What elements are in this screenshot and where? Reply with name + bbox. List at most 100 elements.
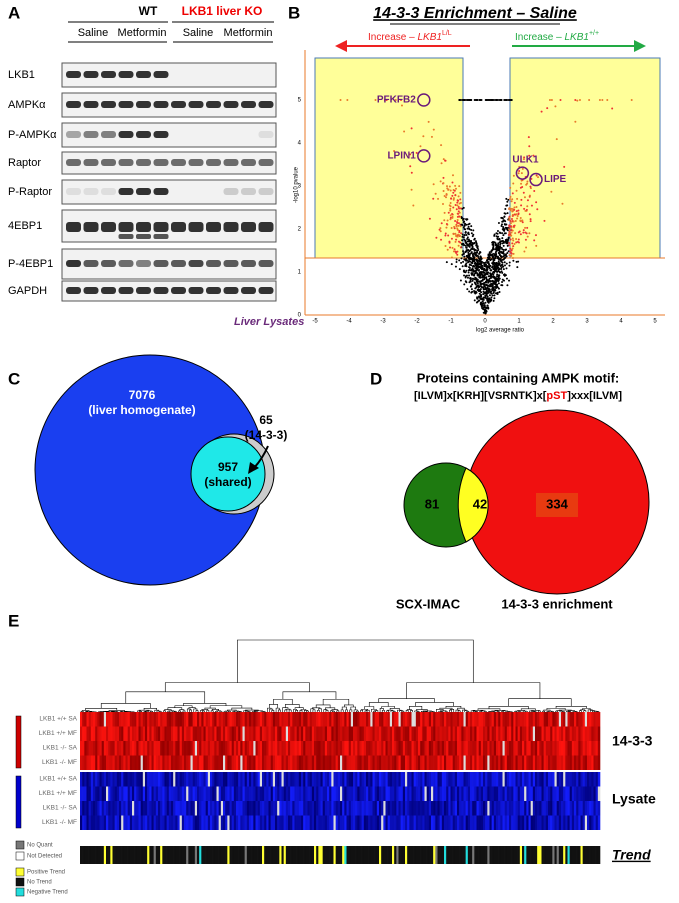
heat-cell (381, 755, 384, 770)
point (468, 222, 471, 225)
point (526, 199, 529, 202)
heat-cell (457, 755, 460, 770)
point (502, 268, 505, 271)
trend-cell (348, 846, 352, 864)
heat-cell (181, 726, 185, 741)
trend-cell (268, 846, 271, 864)
heat-cell (567, 815, 570, 830)
point (517, 172, 520, 175)
point (497, 276, 500, 279)
heat-cell (567, 786, 570, 801)
trend-cell (158, 846, 161, 864)
heat-cell (452, 741, 456, 756)
heat-cell (435, 801, 438, 816)
heat-cell (212, 741, 215, 756)
heat-cell (552, 815, 555, 830)
heat-cell (459, 801, 462, 816)
heat-cell (558, 801, 562, 816)
heat-cell (407, 741, 410, 756)
dendrogram-branch (587, 709, 593, 712)
trend-cell (116, 846, 120, 864)
heat-cell (236, 755, 239, 770)
heat-cell (108, 786, 111, 801)
point (522, 231, 525, 234)
heat-cell (532, 755, 536, 770)
heat-cell (411, 815, 414, 830)
point (474, 240, 477, 243)
point (458, 259, 461, 262)
heat-cell (242, 712, 245, 727)
heat-cell (114, 801, 118, 816)
dendrogram-branch (567, 710, 575, 712)
heat-cell (266, 772, 269, 787)
heat-cell (179, 741, 183, 756)
heat-cell (487, 772, 490, 787)
heat-cell (184, 786, 187, 801)
venn-circle (190, 436, 266, 512)
heat-cell (320, 815, 323, 830)
heat-cell (158, 755, 161, 770)
trend-cell (162, 846, 165, 864)
heat-cell (188, 815, 191, 830)
heat-cell (270, 712, 274, 727)
heat-cell (424, 712, 427, 727)
heat-cell (379, 726, 382, 741)
trend-cell (114, 846, 118, 864)
point (517, 238, 520, 241)
heat-cell (101, 712, 105, 727)
heat-cell (489, 772, 492, 787)
heat-cell (528, 786, 531, 801)
heat-cell (420, 712, 423, 727)
heat-cell (99, 726, 102, 741)
heat-cell (203, 726, 206, 741)
point (469, 278, 472, 281)
band (66, 188, 81, 195)
dendrogram-branch (479, 710, 483, 712)
trend-cell (84, 846, 87, 864)
point (462, 252, 465, 255)
heat-cell (307, 741, 310, 756)
dendrogram-branch (154, 709, 159, 712)
heat-cell (171, 815, 174, 830)
heat-cell (587, 815, 590, 830)
point (449, 216, 452, 219)
point (485, 309, 488, 312)
heat-cell (353, 712, 356, 727)
point (475, 279, 478, 282)
heat-cell (392, 801, 395, 816)
point (482, 286, 485, 289)
heat-cell (216, 726, 219, 741)
dendrogram-branch (470, 710, 476, 712)
heat-cell (548, 741, 551, 756)
heat-cell (474, 712, 477, 727)
point (492, 280, 495, 283)
heat-cell (220, 815, 224, 830)
heat-cell (515, 755, 518, 770)
heat-cell (370, 726, 373, 741)
heat-cell (227, 772, 230, 787)
point (466, 236, 469, 239)
point (455, 258, 458, 261)
point (508, 224, 511, 227)
heat-cell (301, 712, 304, 727)
trend-cell (344, 846, 347, 864)
block-label: 14-3-3 (612, 733, 653, 749)
heat-cell (476, 801, 479, 816)
point (543, 219, 546, 222)
heat-cell (322, 815, 326, 830)
heat-cell (337, 712, 341, 727)
point (479, 251, 482, 254)
band (118, 159, 134, 166)
heat-cell (437, 741, 440, 756)
heat-cell (470, 815, 473, 830)
heat-cell (545, 741, 549, 756)
heat-cell (229, 801, 232, 816)
heat-cell (450, 815, 453, 830)
heat-cell (433, 772, 436, 787)
point (497, 262, 500, 265)
heat-cell (225, 712, 228, 727)
point (525, 183, 528, 186)
heat-cell (175, 712, 178, 727)
dendrogram-branch (364, 710, 368, 712)
heat-cell (242, 801, 245, 816)
